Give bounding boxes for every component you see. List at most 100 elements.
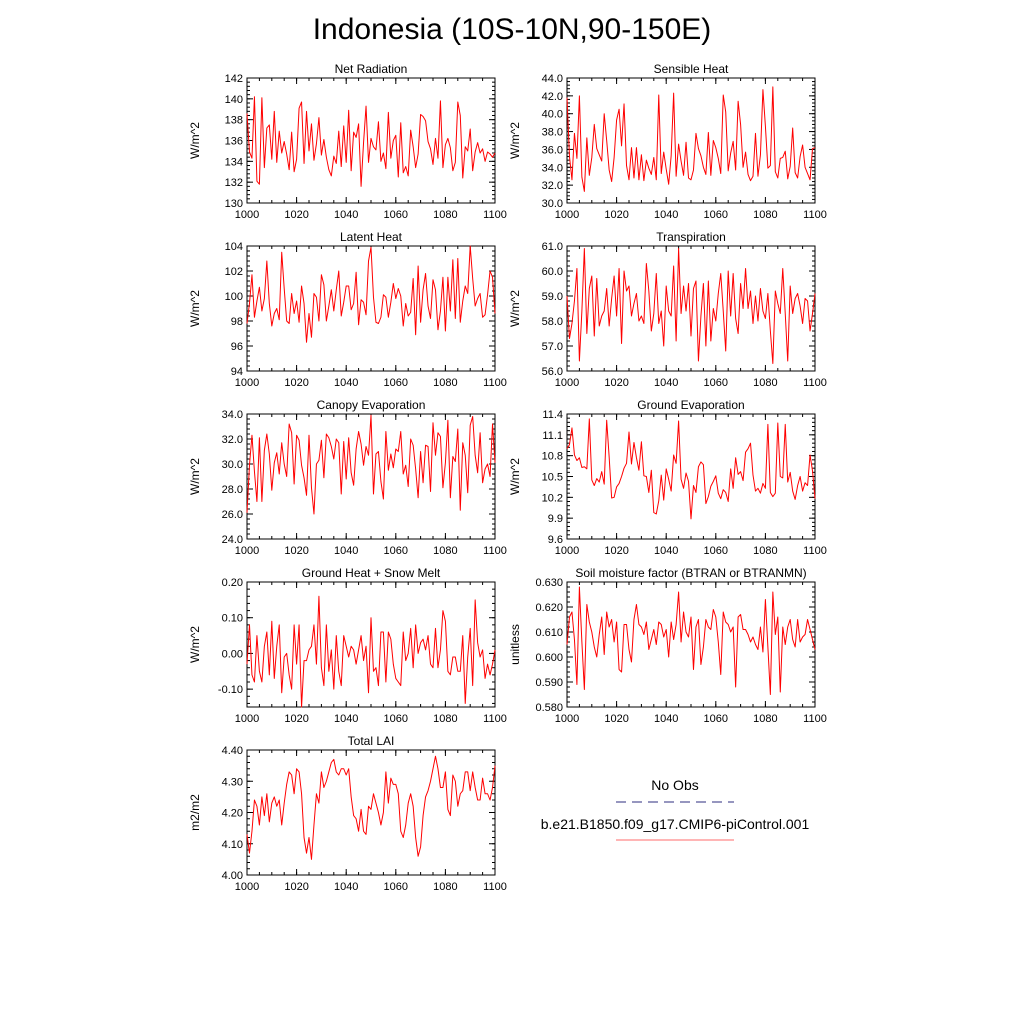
x-tick-label: 1060 bbox=[704, 377, 728, 389]
y-tick-label: -0.10 bbox=[218, 684, 243, 696]
x-tick-label: 1020 bbox=[284, 881, 308, 893]
x-tick-label: 1000 bbox=[235, 545, 259, 557]
x-tick-label: 1100 bbox=[803, 209, 827, 221]
y-tick-label: 59.0 bbox=[542, 291, 563, 303]
panel-total-lai: Total LAI m2/m2 1000 1020 1040 1060 1080 1100 4.… bbox=[180, 730, 520, 915]
series-line bbox=[566, 418, 816, 520]
y-tick-label: 32.0 bbox=[542, 180, 563, 192]
y-tick-label: 0.580 bbox=[535, 702, 563, 714]
y-tick-label: 98 bbox=[231, 316, 243, 328]
y-tick-label: 0.610 bbox=[535, 627, 563, 639]
plot-frame bbox=[246, 749, 496, 876]
series-line bbox=[566, 586, 816, 695]
y-tick-label: 9.6 bbox=[548, 534, 563, 546]
panel-transpiration: Transpiration W/m^2 1000 1020 1040 1060 1080 11… bbox=[500, 226, 840, 411]
x-tick-label: 1080 bbox=[433, 209, 457, 221]
chart-title: Latent Heat bbox=[340, 230, 403, 244]
x-tick-label: 1020 bbox=[284, 713, 308, 725]
y-tick-label: 4.00 bbox=[222, 870, 243, 882]
y-tick-label: 32.0 bbox=[222, 434, 243, 446]
x-tick-label: 1060 bbox=[704, 209, 728, 221]
y-axis-label: W/m^2 bbox=[188, 458, 202, 495]
legend: No Obs b.e21.B1850.f09_g17.CMIP6-piContr… bbox=[520, 776, 830, 852]
x-tick-label: 1040 bbox=[654, 377, 678, 389]
y-tick-label: 0.00 bbox=[222, 648, 243, 660]
y-tick-label: 10.5 bbox=[542, 472, 563, 484]
x-tick-label: 1040 bbox=[334, 545, 358, 557]
panel-ground-heat-snow-melt: Ground Heat + Snow Melt W/m^2 1000 1020 1040… bbox=[180, 562, 520, 747]
y-tick-label: 58.0 bbox=[542, 316, 563, 328]
legend-obs-label: No Obs bbox=[651, 777, 699, 793]
x-tick-label: 1020 bbox=[604, 545, 628, 557]
chart-title: Net Radiation bbox=[335, 62, 408, 76]
y-tick-label: 130 bbox=[225, 198, 243, 210]
y-tick-label: 132 bbox=[225, 177, 243, 189]
series-line bbox=[246, 245, 496, 343]
panel-soil-moisture-factor: Soil moisture factor (BTRAN or BTRANMN) u… bbox=[500, 562, 840, 747]
series-line bbox=[246, 595, 496, 708]
y-tick-label: 4.10 bbox=[222, 839, 243, 851]
y-tick-label: 34.0 bbox=[542, 162, 563, 174]
x-tick-label: 1080 bbox=[433, 713, 457, 725]
x-tick-label: 1060 bbox=[384, 545, 408, 557]
x-tick-label: 1080 bbox=[753, 713, 777, 725]
chart-title: Transpiration bbox=[656, 230, 726, 244]
y-axis-label: W/m^2 bbox=[508, 458, 522, 495]
chart-title: Sensible Heat bbox=[654, 62, 729, 76]
y-tick-label: 94 bbox=[231, 366, 243, 378]
x-tick-label: 1100 bbox=[483, 377, 507, 389]
y-tick-label: 44.0 bbox=[542, 73, 563, 85]
chart-title: Soil moisture factor (BTRAN or BTRANMN) bbox=[575, 566, 806, 580]
x-tick-label: 1040 bbox=[334, 377, 358, 389]
y-tick-label: 140 bbox=[225, 94, 243, 106]
chart-ground-heat-snow-melt: Ground Heat + Snow Melt W/m^2 1000 1020 1040… bbox=[188, 566, 507, 725]
legend-model-swatch bbox=[616, 839, 734, 841]
y-tick-label: 40.0 bbox=[542, 109, 563, 121]
y-tick-label: 9.9 bbox=[548, 513, 563, 525]
series-line bbox=[566, 86, 816, 192]
x-tick-label: 1100 bbox=[803, 545, 827, 557]
x-tick-label: 1060 bbox=[704, 713, 728, 725]
x-tick-label: 1080 bbox=[753, 545, 777, 557]
plot-frame bbox=[566, 77, 816, 204]
y-tick-label: 60.0 bbox=[542, 266, 563, 278]
y-tick-label: 0.600 bbox=[535, 652, 563, 664]
x-tick-label: 1000 bbox=[235, 377, 259, 389]
series-line bbox=[566, 248, 816, 364]
x-tick-label: 1000 bbox=[555, 209, 579, 221]
x-tick-label: 1100 bbox=[483, 713, 507, 725]
chart-title: Total LAI bbox=[348, 734, 395, 748]
x-tick-label: 1040 bbox=[654, 545, 678, 557]
panel-canopy-evaporation: Canopy Evaporation W/m^2 1000 1020 1040 1060 1… bbox=[180, 394, 520, 579]
panel-ground-evaporation: Ground Evaporation W/m^2 1000 1020 1040 1060 1… bbox=[500, 394, 840, 579]
y-tick-label: 0.10 bbox=[222, 613, 243, 625]
x-tick-label: 1080 bbox=[753, 377, 777, 389]
legend-model-label: b.e21.B1850.f09_g17.CMIP6-piControl.001 bbox=[540, 816, 810, 832]
y-tick-label: 57.0 bbox=[542, 341, 563, 353]
page-title: Indonesia (10S-10N,90-150E) bbox=[312, 13, 712, 46]
y-tick-label: 134 bbox=[225, 156, 243, 168]
y-tick-label: 10.2 bbox=[542, 492, 563, 504]
x-tick-label: 1080 bbox=[753, 209, 777, 221]
x-tick-label: 1000 bbox=[235, 209, 259, 221]
x-tick-label: 1060 bbox=[384, 881, 408, 893]
y-tick-label: 11.4 bbox=[542, 409, 563, 421]
y-tick-label: 0.20 bbox=[222, 577, 243, 589]
x-tick-label: 1000 bbox=[235, 881, 259, 893]
y-tick-label: 61.0 bbox=[542, 241, 563, 253]
x-tick-label: 1000 bbox=[555, 377, 579, 389]
y-tick-label: 11.1 bbox=[542, 430, 563, 442]
legend-obs-swatch bbox=[616, 801, 734, 803]
chart-transpiration: Transpiration W/m^2 1000 1020 1040 1060 1080 11… bbox=[508, 230, 827, 389]
series-line bbox=[246, 414, 496, 515]
x-tick-label: 1080 bbox=[433, 881, 457, 893]
x-tick-label: 1020 bbox=[284, 209, 308, 221]
y-tick-label: 26.0 bbox=[222, 509, 243, 521]
chart-title: Canopy Evaporation bbox=[317, 398, 426, 412]
x-tick-label: 1100 bbox=[803, 713, 827, 725]
x-tick-label: 1060 bbox=[384, 713, 408, 725]
x-tick-label: 1060 bbox=[704, 545, 728, 557]
y-tick-label: 102 bbox=[225, 266, 243, 278]
y-axis-label: W/m^2 bbox=[188, 626, 202, 663]
series-line bbox=[246, 96, 496, 187]
